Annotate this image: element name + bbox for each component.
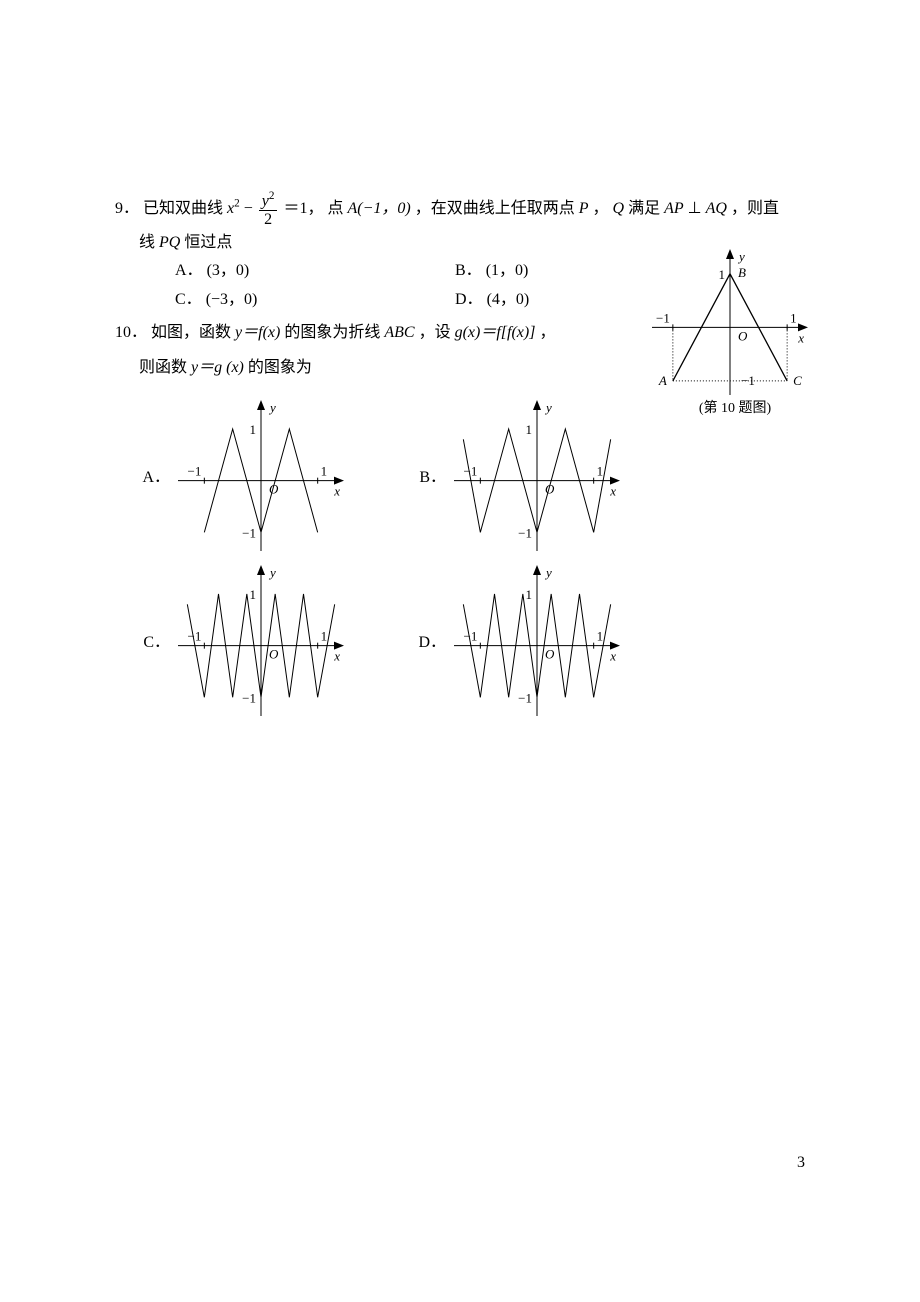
q9-optC: (−3，0)	[206, 291, 258, 308]
svg-text:−1: −1	[518, 690, 532, 705]
svg-text:y: y	[544, 565, 552, 580]
page-number: 3	[797, 1154, 805, 1172]
svg-text:1: 1	[321, 628, 328, 643]
q9-text: 已知双曲线	[143, 200, 227, 217]
q10-main-diagram: y x O −1 1 1 A B C −1	[650, 247, 810, 397]
svg-text:x: x	[609, 648, 616, 663]
q10-optD-label: D．	[418, 634, 446, 651]
svg-text:O: O	[269, 646, 279, 661]
page: 9． 已知双曲线 x2 − y2 2 ＝1， 点 A(−1，0) ，在双曲线上任…	[0, 0, 920, 1302]
svg-text:1: 1	[526, 587, 533, 602]
svg-text:y: y	[268, 565, 276, 580]
q9-optD: (4，0)	[487, 291, 530, 308]
svg-text:y: y	[544, 400, 552, 415]
q10-optB-label: B．	[419, 469, 446, 486]
q10-number: 10．	[115, 324, 147, 341]
svg-text:1: 1	[597, 463, 604, 478]
svg-text:1: 1	[250, 422, 257, 437]
svg-text:−1: −1	[741, 373, 755, 388]
q10-optB-chart: yxO−111−1	[452, 398, 622, 553]
svg-text:−1: −1	[656, 311, 670, 326]
svg-text:1: 1	[321, 463, 328, 478]
fraction: y2 2	[259, 190, 278, 229]
svg-text:1: 1	[597, 628, 604, 643]
svg-text:B: B	[738, 265, 746, 280]
q10-main-diagram-wrap: y x O −1 1 1 A B C −1 (第 10 题图)	[650, 247, 820, 417]
q9-optB-label: B．	[455, 262, 482, 279]
q10-optD-chart: yxO−111−1	[452, 563, 622, 718]
svg-text:x: x	[609, 483, 616, 498]
q9-optD-label: D．	[455, 291, 483, 308]
svg-text:x: x	[333, 483, 340, 498]
q10-optC-label: C．	[143, 634, 170, 651]
svg-text:−1: −1	[242, 525, 256, 540]
q10-optC-chart: yxO−111−1	[176, 563, 346, 718]
q10-caption: (第 10 题图)	[650, 397, 820, 417]
q9-optB: (1，0)	[486, 262, 529, 279]
svg-text:O: O	[545, 646, 555, 661]
q10-options-row1: A． yxO−111−1 B． yxO−111−1	[115, 398, 805, 553]
svg-text:A: A	[658, 373, 667, 388]
q10-optA-chart: yxO−111−1	[176, 398, 346, 553]
svg-text:−1: −1	[242, 690, 256, 705]
svg-text:O: O	[738, 329, 748, 344]
svg-text:−1: −1	[518, 525, 532, 540]
svg-text:1: 1	[526, 422, 533, 437]
q9-optA: (3，0)	[207, 262, 250, 279]
svg-text:y: y	[268, 400, 276, 415]
svg-text:1: 1	[719, 267, 726, 282]
q10-options-row2: C． yxO−111−1 D． yxO−111−1	[115, 563, 805, 718]
q9-optA-label: A．	[175, 262, 203, 279]
svg-text:y: y	[737, 249, 745, 264]
q9-number: 9．	[115, 200, 139, 217]
svg-text:1: 1	[250, 587, 257, 602]
q9-line1: 9． 已知双曲线 x2 − y2 2 ＝1， 点 A(−1，0) ，在双曲线上任…	[115, 190, 805, 229]
q9-optC-label: C．	[175, 291, 202, 308]
svg-text:−1: −1	[187, 463, 201, 478]
svg-text:x: x	[333, 648, 340, 663]
svg-text:1: 1	[790, 311, 797, 326]
svg-text:C: C	[793, 373, 802, 388]
q10-optA-label: A．	[142, 469, 170, 486]
svg-text:x: x	[797, 331, 804, 346]
